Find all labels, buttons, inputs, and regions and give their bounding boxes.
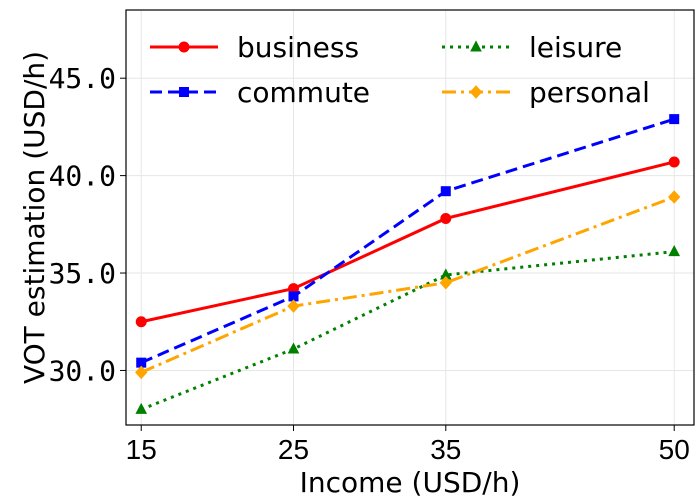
- y-axis-label: VOT estimation (USD/h): [18, 51, 51, 384]
- data-point-leisure: [135, 402, 148, 414]
- y-tick-label: 35.0: [49, 257, 116, 290]
- legend-label: personal: [529, 76, 650, 109]
- data-point-commute: [440, 186, 451, 197]
- data-point-leisure: [287, 342, 300, 354]
- series-line-leisure: [140, 250, 675, 411]
- y-tick-label: 45.0: [49, 62, 116, 95]
- legend-entry-commute: commute: [150, 76, 370, 109]
- data-point-personal: [668, 190, 681, 204]
- series-personal: [135, 190, 681, 380]
- x-tick-label: 35: [430, 434, 461, 465]
- x-tick-label: 25: [278, 434, 309, 465]
- legend-entry-leisure: leisure: [442, 31, 622, 64]
- series-line-personal: [140, 195, 675, 374]
- legend-label: business: [237, 31, 359, 64]
- plot-frame: [125, 9, 695, 426]
- data-point-business: [135, 316, 147, 328]
- legend-label: commute: [237, 76, 370, 109]
- grid: [126, 10, 694, 425]
- data-point-business: [668, 156, 680, 168]
- legend-marker: [469, 85, 483, 99]
- data-point-commute: [669, 114, 680, 125]
- legend-entry-personal: personal: [442, 76, 650, 109]
- series-layer: [135, 114, 681, 414]
- legend-marker: [178, 41, 190, 53]
- x-tick-label: 50: [659, 434, 690, 465]
- series-commute: [136, 114, 680, 368]
- data-point-personal: [135, 365, 148, 380]
- x-axis-label: Income (USD/h): [300, 466, 521, 499]
- ticks: 15 25 35 50 30.0 35.0 40.0 45.0: [49, 62, 690, 465]
- series-leisure: [135, 245, 681, 414]
- series-line-business: [140, 160, 675, 324]
- series-business: [135, 156, 680, 328]
- series-line-commute: [140, 117, 675, 365]
- legend-marker: [470, 40, 482, 52]
- data-point-personal: [287, 299, 300, 313]
- legend: business commute leisure personal: [150, 31, 650, 109]
- x-tick-label: 15: [126, 434, 157, 465]
- legend-label: leisure: [529, 31, 622, 64]
- y-tick-label: 30.0: [49, 354, 116, 387]
- data-point-business: [440, 212, 452, 224]
- data-point-leisure: [668, 245, 681, 257]
- y-tick-label: 40.0: [49, 160, 116, 193]
- data-point-personal: [439, 276, 452, 290]
- legend-marker: [179, 87, 189, 97]
- legend-entry-business: business: [150, 31, 359, 64]
